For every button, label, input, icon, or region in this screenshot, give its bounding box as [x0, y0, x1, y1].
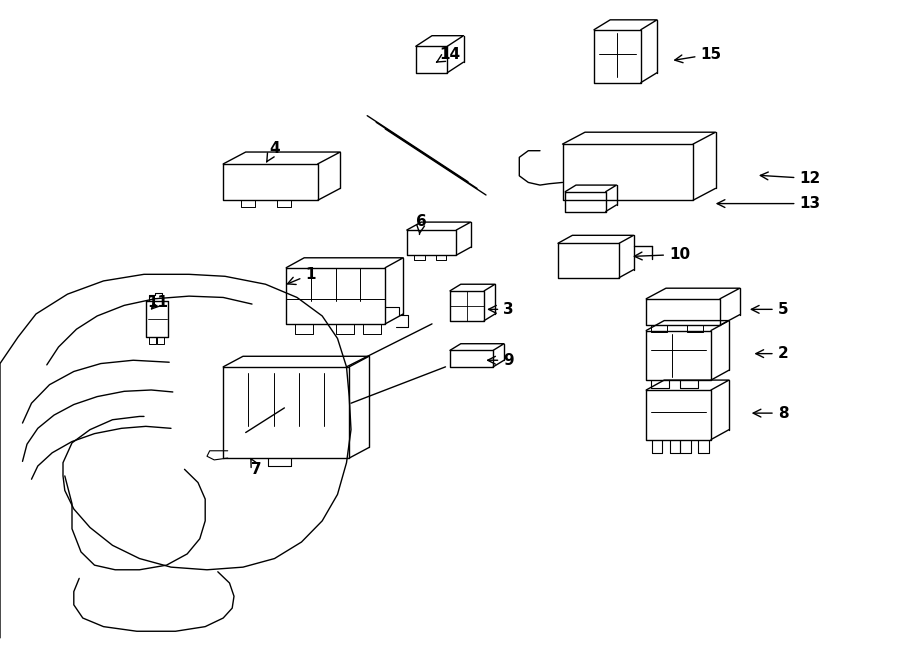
Text: 5: 5: [752, 302, 788, 317]
Text: 4: 4: [266, 141, 280, 162]
Text: 13: 13: [717, 196, 821, 211]
Text: 7: 7: [251, 459, 262, 477]
Text: 10: 10: [634, 247, 690, 262]
Text: 15: 15: [675, 47, 722, 63]
Text: 12: 12: [760, 171, 821, 186]
Text: 11: 11: [147, 295, 168, 310]
Text: 6: 6: [416, 214, 427, 235]
Text: 3: 3: [489, 302, 514, 317]
Text: 1: 1: [287, 267, 316, 284]
Text: 14: 14: [436, 47, 461, 62]
Text: 9: 9: [488, 353, 514, 368]
Text: 8: 8: [753, 406, 788, 420]
Text: 2: 2: [756, 346, 788, 361]
